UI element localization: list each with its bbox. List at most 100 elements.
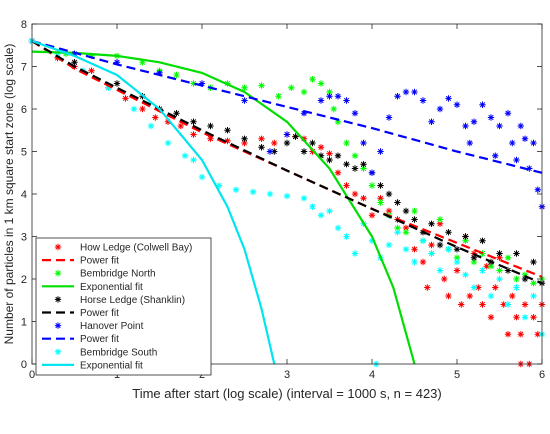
data-point <box>198 173 206 181</box>
data-point <box>271 148 278 155</box>
data-point <box>462 233 469 240</box>
data-point <box>139 105 146 113</box>
data-point <box>462 271 469 278</box>
data-point <box>249 188 257 196</box>
data-point <box>513 284 520 291</box>
data-point <box>368 182 376 189</box>
data-point <box>394 199 401 206</box>
data-point <box>258 135 265 142</box>
y-tick-label: 1 <box>21 317 27 329</box>
data-point <box>411 88 418 96</box>
data-point <box>487 114 495 121</box>
data-point <box>334 169 342 176</box>
data-point <box>266 190 274 198</box>
series-5-power-fit <box>31 40 543 285</box>
data-point <box>207 122 214 130</box>
data-point <box>530 139 537 147</box>
data-point <box>258 82 265 89</box>
data-point <box>173 71 180 79</box>
data-point <box>424 284 431 291</box>
legend-entry: How Ledge (Colwell Bay) <box>54 243 192 254</box>
data-point <box>309 148 316 155</box>
data-point <box>402 224 410 232</box>
data-point <box>377 199 384 206</box>
data-point <box>530 258 537 266</box>
legend-entry: Exponential fit <box>42 282 143 293</box>
data-point <box>496 250 503 257</box>
data-point <box>445 246 452 253</box>
data-point <box>177 122 184 130</box>
data-point <box>402 207 410 215</box>
data-point <box>334 118 342 125</box>
data-point <box>360 195 367 202</box>
data-point <box>343 161 350 168</box>
data-point <box>453 101 461 108</box>
data-point <box>504 254 512 261</box>
data-point <box>513 250 520 257</box>
legend-marker <box>54 348 62 355</box>
data-point <box>139 59 146 66</box>
series-6-hanover-point <box>28 37 546 210</box>
data-point <box>517 122 524 130</box>
data-point <box>377 182 384 189</box>
data-point <box>394 224 401 232</box>
data-point <box>496 254 503 261</box>
y-tick-label: 7 <box>21 62 27 74</box>
data-point <box>343 97 350 104</box>
data-point <box>453 246 461 253</box>
data-point <box>190 156 197 164</box>
data-point <box>215 182 223 189</box>
legend-label: Hanover Point <box>80 321 144 332</box>
legend-marker <box>54 322 62 329</box>
data-point <box>258 144 265 151</box>
legend-entry: Hanover Point <box>54 321 144 332</box>
data-point <box>402 88 410 96</box>
fit-line <box>31 39 276 365</box>
data-point <box>152 114 159 121</box>
data-point <box>428 118 435 125</box>
data-point <box>334 152 342 159</box>
data-point <box>466 292 473 300</box>
data-point <box>113 80 121 87</box>
data-point <box>428 250 435 257</box>
data-point <box>419 97 427 104</box>
data-point <box>241 135 248 142</box>
x-axis-label: Time after start (log scale) (interval =… <box>132 386 442 401</box>
data-point <box>164 139 172 147</box>
legend-entry: Power fit <box>42 256 119 267</box>
data-point <box>445 229 452 236</box>
data-point <box>466 139 473 147</box>
data-point <box>411 216 418 223</box>
data-point <box>534 331 541 338</box>
data-point <box>351 110 359 117</box>
data-point <box>394 93 401 100</box>
x-tick-label: 5 <box>454 369 460 381</box>
data-point <box>402 229 410 236</box>
data-point <box>334 224 342 232</box>
data-point <box>368 237 376 244</box>
data-point <box>300 135 308 142</box>
data-point <box>462 122 469 130</box>
data-point <box>232 186 240 193</box>
legend-label: Bembridge South <box>80 347 157 358</box>
data-point <box>360 139 367 147</box>
data-point <box>122 95 129 102</box>
legend: How Ledge (Colwell Bay) Power fit Bembridg… <box>35 237 212 376</box>
y-tick-label: 2 <box>21 274 27 286</box>
legend-label: Exponential fit <box>80 360 143 371</box>
data-point <box>343 139 350 147</box>
data-point <box>241 84 248 91</box>
data-point <box>496 122 503 130</box>
series-3-exponential-fit <box>31 50 416 365</box>
data-point <box>470 118 478 125</box>
data-point <box>504 301 512 308</box>
data-point <box>190 80 197 87</box>
legend-entry: Power fit <box>42 308 119 319</box>
data-point <box>88 67 95 74</box>
data-point <box>241 139 248 147</box>
legend-label: Horse Ledge (Shanklin) <box>80 295 185 306</box>
data-point <box>470 254 478 261</box>
data-point <box>500 301 507 308</box>
data-point <box>428 220 435 227</box>
legend-entry: Horse Ledge (Shanklin) <box>54 295 185 306</box>
